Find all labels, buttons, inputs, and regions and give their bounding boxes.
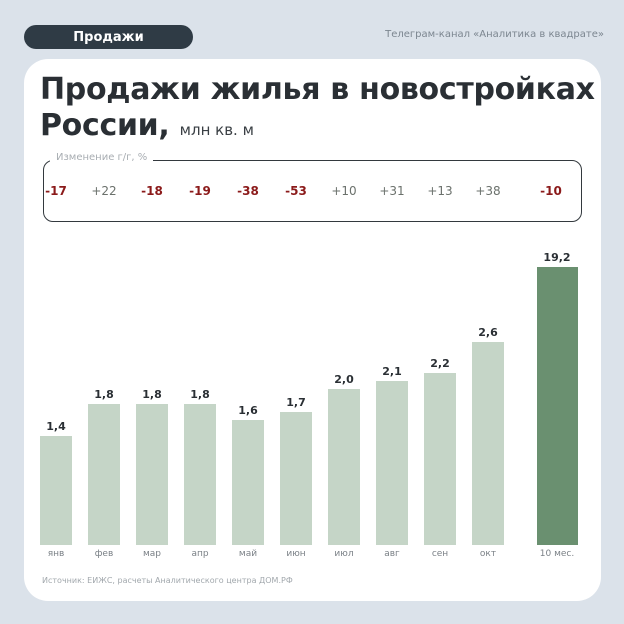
- bar-month: [40, 436, 72, 545]
- category-label: окт: [479, 549, 497, 559]
- bar-month: [424, 373, 456, 545]
- title-country: России,: [40, 108, 170, 143]
- yoy-change-value: +13: [427, 184, 453, 198]
- category-label: авг: [384, 549, 400, 559]
- bar-month: [184, 404, 216, 545]
- bar-value-label: 19,2: [543, 251, 571, 264]
- yoy-change-value: -10: [540, 184, 562, 198]
- category-label: май: [238, 549, 258, 559]
- chart-title: Продажи жилья в новостройках России, млн…: [40, 72, 595, 148]
- yoy-change-value: -53: [285, 184, 307, 198]
- category-label: фев: [94, 549, 114, 559]
- title-line-2: России, млн кв. м: [40, 108, 595, 148]
- source-note: Источник: ЕИЖС, расчеты Аналитического ц…: [42, 576, 293, 585]
- yoy-change-value: +31: [379, 184, 405, 198]
- channel-name: Телеграм-канал «Аналитика в квадрате»: [385, 29, 604, 40]
- bar-value-label: 1,6: [238, 404, 258, 417]
- category-label: мар: [142, 549, 162, 559]
- yoy-change-value: -17: [45, 184, 67, 198]
- yoy-change-value: +22: [91, 184, 117, 198]
- category-label: июн: [286, 549, 306, 559]
- yoy-change-label: Изменение г/г, %: [50, 152, 154, 163]
- yoy-change-value: -38: [237, 184, 259, 198]
- bar-value-label: 2,6: [478, 326, 498, 339]
- bar-month: [328, 389, 360, 545]
- bar-value-label: 1,8: [190, 388, 210, 401]
- bar-month: [88, 404, 120, 545]
- bar-month: [136, 404, 168, 545]
- bar-month: [472, 342, 504, 545]
- bar-value-label: 1,7: [286, 396, 306, 409]
- category-label: апр: [191, 549, 209, 559]
- chart-card: [24, 59, 601, 601]
- bar-month: [232, 420, 264, 545]
- title-line-1: Продажи жилья в новостройках: [40, 72, 595, 107]
- yoy-change-value: -19: [189, 184, 211, 198]
- title-unit: млн кв. м: [179, 121, 254, 139]
- category-label: янв: [47, 549, 65, 559]
- yoy-change-value: -18: [141, 184, 163, 198]
- yoy-change-value: +10: [331, 184, 357, 198]
- bar-month: [280, 412, 312, 545]
- bar-value-label: 2,0: [334, 373, 354, 386]
- bar-value-label: 1,8: [94, 388, 114, 401]
- section-pill: Продажи: [24, 25, 193, 49]
- category-label: июл: [334, 549, 354, 559]
- bar-total: [536, 267, 578, 545]
- bar-month: [376, 381, 408, 545]
- bar-value-label: 1,8: [142, 388, 162, 401]
- yoy-change-box: [43, 160, 582, 222]
- category-label: сен: [431, 549, 449, 559]
- category-label: 10 мес.: [539, 549, 575, 559]
- yoy-change-value: +38: [475, 184, 501, 198]
- bar-value-label: 2,2: [430, 357, 450, 370]
- bar-value-label: 1,4: [46, 420, 66, 433]
- bar-value-label: 2,1: [382, 365, 402, 378]
